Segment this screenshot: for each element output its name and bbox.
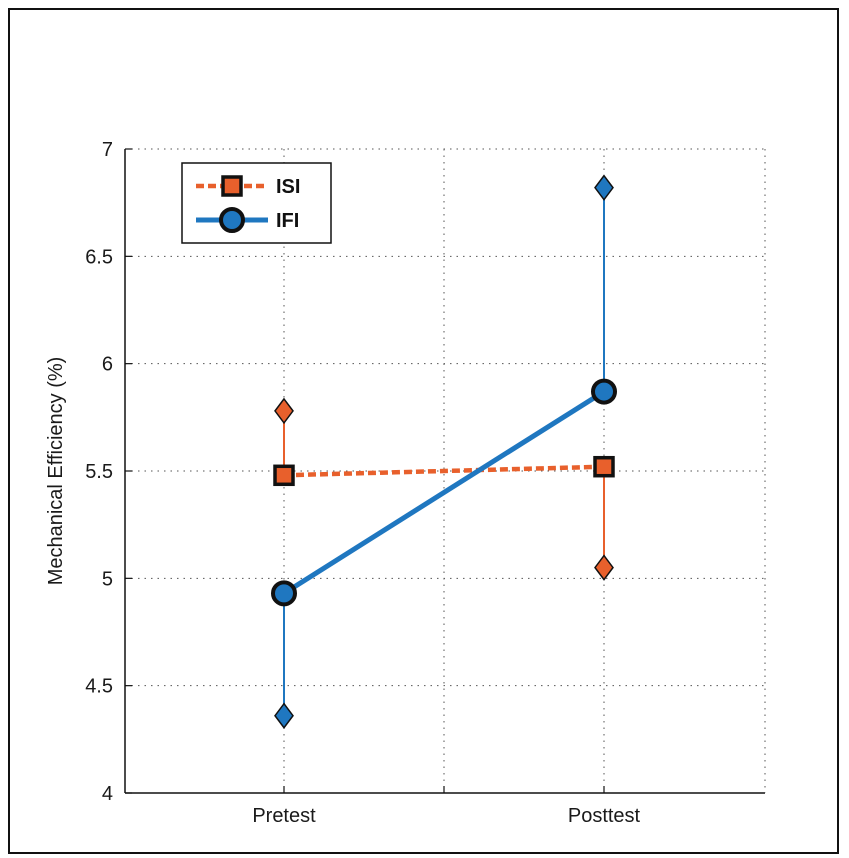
series-ifi — [271, 174, 617, 729]
series — [271, 174, 617, 729]
data-point-square — [273, 464, 295, 487]
y-tick-label: 6.5 — [85, 246, 113, 268]
legend-marker-circle — [219, 207, 245, 233]
legend-marker-square — [221, 175, 243, 197]
series-isi — [273, 397, 615, 581]
legend-item-ifi: IFI — [196, 207, 299, 233]
y-tick-label: 4 — [102, 783, 113, 805]
tick-labels: 4 4.5 5 5.5 6 6.5 7 Pretest Posttest — [85, 139, 640, 827]
data-point-circle — [591, 378, 617, 405]
data-point-square — [593, 455, 615, 478]
y-tick-label: 5 — [102, 568, 113, 590]
legend-item-isi: ISI — [196, 175, 300, 198]
error-end-marker — [594, 174, 614, 201]
series-line — [283, 464, 605, 478]
legend: ISI IFI — [181, 162, 332, 244]
y-tick-label: 6 — [102, 354, 113, 376]
x-tick-label: Pretest — [252, 805, 316, 827]
axes — [124, 148, 765, 794]
legend-label: ISI — [276, 176, 300, 198]
legend-label: IFI — [276, 210, 299, 232]
y-tick-label: 4.5 — [85, 676, 113, 698]
data-point-circle — [271, 580, 297, 607]
series-line — [282, 389, 606, 596]
error-end-marker — [274, 397, 294, 425]
figure-frame — [8, 8, 839, 854]
y-tick-label: 5.5 — [85, 461, 113, 483]
error-end-marker — [594, 554, 614, 581]
x-tick-label: Posttest — [568, 805, 641, 827]
legend-box — [181, 162, 332, 244]
y-tick-label: 7 — [102, 139, 113, 161]
y-axis-title: Mechanical Efficiency (%) — [45, 357, 67, 586]
error-end-marker — [274, 702, 294, 729]
